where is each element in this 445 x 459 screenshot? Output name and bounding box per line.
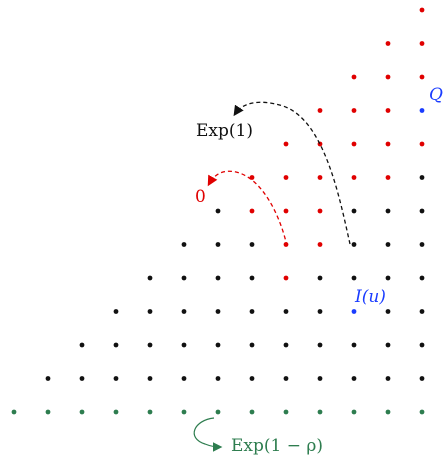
black-point <box>283 342 289 348</box>
black-point <box>79 376 85 381</box>
exp1-label: Exp(1) <box>196 121 253 141</box>
green-point <box>317 409 323 415</box>
black-point <box>351 242 357 247</box>
black-point <box>351 275 357 281</box>
black-point <box>385 342 391 348</box>
black-point <box>317 275 323 281</box>
exp-rho-label: Exp(1 − ρ) <box>231 436 323 456</box>
green-point <box>419 409 425 415</box>
green-point <box>283 409 289 415</box>
green-point <box>249 409 255 415</box>
black-point <box>317 376 323 381</box>
blue-point <box>419 108 425 113</box>
red-point <box>419 7 425 13</box>
black-point <box>181 242 187 247</box>
black-point <box>147 275 153 281</box>
red-point <box>385 74 391 80</box>
red-point <box>351 175 357 180</box>
green-point <box>147 409 153 415</box>
black-point <box>113 342 119 348</box>
red-point <box>385 41 391 46</box>
red-point <box>283 208 289 214</box>
red-point <box>283 275 289 281</box>
black-point <box>79 342 85 348</box>
black-point <box>45 376 51 381</box>
black-point <box>283 309 289 314</box>
red-point <box>283 141 289 147</box>
green-point <box>113 409 119 415</box>
black-point <box>147 309 153 314</box>
black-point <box>385 309 391 314</box>
red-point <box>249 208 255 214</box>
red-point <box>419 74 425 80</box>
iu-label: I(u) <box>354 287 386 307</box>
black-point <box>249 275 255 281</box>
black-point <box>317 342 323 348</box>
black-point <box>181 275 187 281</box>
red-point <box>317 242 323 247</box>
black-point <box>181 342 187 348</box>
red-point <box>351 74 357 80</box>
black-point <box>215 342 221 348</box>
black-point <box>419 309 425 314</box>
black-point <box>419 342 425 348</box>
red-point <box>385 175 391 180</box>
blue-point <box>351 309 357 314</box>
black-point <box>351 208 357 214</box>
black-point <box>215 309 221 314</box>
zero-arrow <box>207 170 288 247</box>
green-point <box>351 409 357 415</box>
black-point <box>419 376 425 381</box>
lattice-points <box>11 7 425 415</box>
black-point <box>385 242 391 247</box>
red-point <box>283 175 289 180</box>
black-point <box>215 376 221 381</box>
black-point <box>113 309 119 314</box>
black-point <box>317 309 323 314</box>
black-point <box>249 309 255 314</box>
black-point <box>351 342 357 348</box>
red-point <box>385 141 391 147</box>
red-point <box>419 41 425 46</box>
green-point <box>11 409 17 415</box>
black-point <box>385 208 391 214</box>
red-point <box>385 108 391 113</box>
black-point <box>215 208 221 214</box>
black-point <box>147 342 153 348</box>
q-label: Q <box>429 85 443 105</box>
green-point <box>385 409 391 415</box>
black-point <box>249 376 255 381</box>
black-point <box>181 309 187 314</box>
green-point <box>181 409 187 415</box>
red-point <box>317 108 323 113</box>
black-point <box>215 242 221 247</box>
black-point <box>215 275 221 281</box>
red-point <box>317 208 323 214</box>
exp1-arrow <box>233 101 351 245</box>
black-point <box>283 376 289 381</box>
red-point <box>419 141 425 147</box>
exp-rho-arrow <box>193 417 223 452</box>
black-point <box>181 376 187 381</box>
black-point <box>419 242 425 247</box>
black-point <box>249 342 255 348</box>
zero-label: 0 <box>195 187 206 207</box>
black-point <box>113 376 119 381</box>
green-point <box>79 409 85 415</box>
black-point <box>385 376 391 381</box>
green-point <box>215 409 221 415</box>
black-point <box>249 242 255 247</box>
black-point <box>419 275 425 281</box>
red-point <box>317 175 323 180</box>
red-point <box>351 108 357 113</box>
black-point <box>419 175 425 180</box>
black-point <box>351 376 357 381</box>
black-point <box>385 275 391 281</box>
black-point <box>147 376 153 381</box>
green-point <box>45 409 51 415</box>
black-point <box>419 208 425 214</box>
red-point <box>351 141 357 147</box>
